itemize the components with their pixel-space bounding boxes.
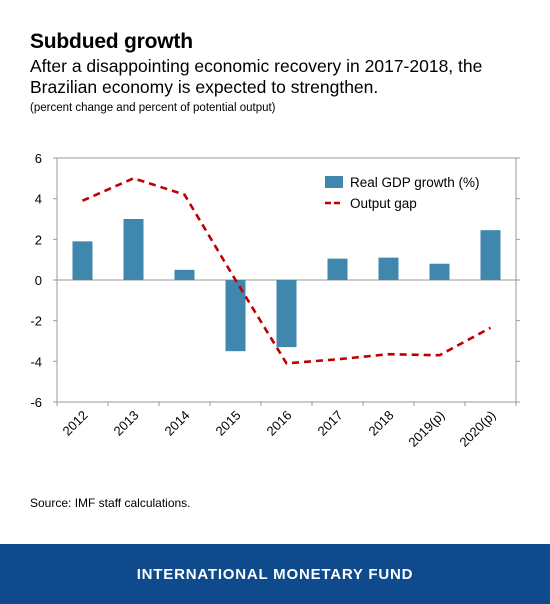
y-tick-label: -4 — [30, 354, 42, 369]
x-tick-label: 2020(p) — [456, 408, 498, 450]
legend-label-gap: Output gap — [350, 196, 417, 211]
output-gap-line — [81, 177, 492, 365]
chart-title: Subdued growth — [30, 30, 193, 53]
bar-gdp-growth — [276, 280, 297, 348]
output-gap-path — [81, 177, 492, 365]
bar-gdp-growth — [327, 258, 348, 280]
y-tick-label: -2 — [30, 314, 42, 329]
bar-gdp-growth — [72, 241, 93, 280]
source-note: Source: IMF staff calculations. — [30, 496, 191, 510]
legend-swatch-gdp — [325, 176, 343, 188]
legend-label-gdp: Real GDP growth (%) — [350, 175, 480, 190]
x-tick-label: 2014 — [162, 408, 193, 439]
bar-gdp-growth — [123, 219, 144, 280]
legend: Real GDP growth (%) Output gap — [325, 175, 480, 211]
y-tick-label: -6 — [30, 395, 42, 410]
bar-gdp-growth — [378, 257, 399, 280]
footer-label: INTERNATIONAL MONETARY FUND — [136, 565, 414, 583]
chart-subtitle: After a disappointing economic recovery … — [30, 56, 483, 97]
units-note: (percent change and percent of potential… — [30, 102, 276, 114]
y-tick-label: 6 — [35, 151, 42, 166]
bar-gdp-growth — [429, 263, 450, 280]
x-tick-label: 2016 — [264, 408, 295, 439]
y-tick-label: 2 — [35, 232, 42, 247]
x-tick-label: 2017 — [315, 408, 346, 439]
chart: 6 4 2 0 -2 -4 -6 2012 2013 2014 2015 2016 2017 2018 20… — [30, 151, 520, 450]
axes: 6 4 2 0 -2 -4 -6 2012 2013 2014 2015 2016 2017 2018 20… — [30, 151, 520, 450]
bars — [72, 219, 501, 352]
x-tick-label: 2015 — [213, 408, 244, 439]
bar-gdp-growth — [480, 230, 501, 280]
x-tick-label: 2012 — [60, 408, 91, 439]
y-tick-label: 4 — [35, 192, 42, 207]
bar-gdp-growth — [225, 280, 246, 352]
footer-bar: INTERNATIONAL MONETARY FUND — [0, 544, 550, 604]
x-tick-label: 2013 — [111, 408, 142, 439]
x-tick-label: 2018 — [366, 408, 397, 439]
x-tick-label: 2019(p) — [405, 408, 447, 450]
y-tick-label: 0 — [35, 273, 42, 288]
bar-gdp-growth — [174, 269, 195, 280]
